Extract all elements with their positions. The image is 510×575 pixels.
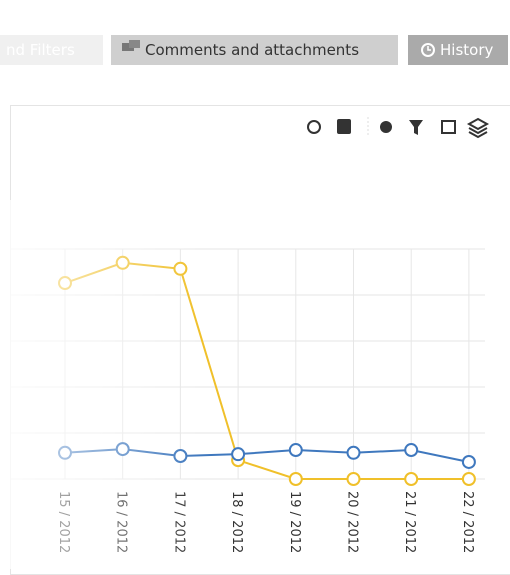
toolbar <box>307 117 490 139</box>
tab-history[interactable]: History <box>408 35 508 65</box>
tab-comments[interactable]: Comments and attachments <box>111 35 398 65</box>
point <box>346 472 361 486</box>
x-tick-label: 19 / 2012 <box>287 491 302 553</box>
x-tick-label: 21 / 2012 <box>402 491 417 553</box>
x-tick-label: 18 / 2012 <box>229 491 244 553</box>
point <box>461 454 476 469</box>
point <box>231 447 246 462</box>
point <box>346 445 361 460</box>
point <box>288 472 303 486</box>
fade-overlay <box>0 200 200 569</box>
comments-icon <box>122 40 140 51</box>
point <box>404 443 419 458</box>
point <box>461 472 476 486</box>
tab-filters[interactable]: nd Filters <box>0 35 103 65</box>
point <box>288 443 303 458</box>
history-icon <box>421 43 435 57</box>
x-tick-label: 22 / 2012 <box>460 491 475 553</box>
point <box>404 472 419 486</box>
x-tick-label: 20 / 2012 <box>345 491 360 553</box>
